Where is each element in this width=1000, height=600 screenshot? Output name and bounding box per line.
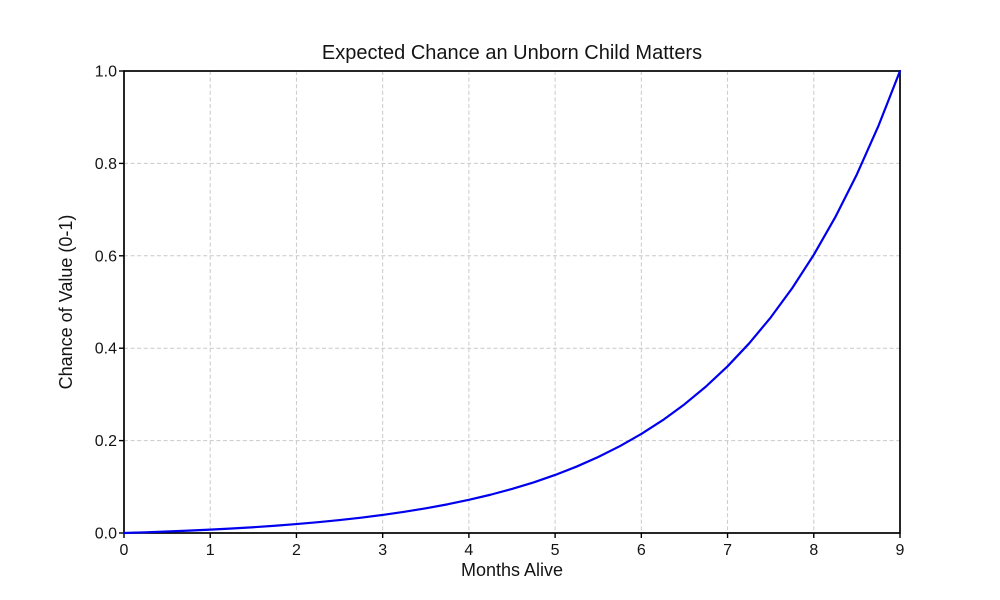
x-tick-label: 9 bbox=[896, 542, 905, 559]
x-tick-label: 0 bbox=[120, 542, 129, 559]
x-tick-label: 7 bbox=[723, 542, 732, 559]
x-tick-label: 8 bbox=[809, 542, 818, 559]
y-tick-label: 0.2 bbox=[95, 433, 117, 450]
x-tick-label: 5 bbox=[551, 542, 560, 559]
y-tick-label: 0.6 bbox=[95, 248, 117, 265]
y-tick-label: 0.0 bbox=[95, 526, 117, 543]
chart-title: Expected Chance an Unborn Child Matters bbox=[321, 42, 703, 64]
x-tick-label: 6 bbox=[637, 542, 646, 559]
y-tick-label: 1.0 bbox=[95, 64, 117, 81]
curve-line bbox=[122, 69, 902, 535]
y-tick-label: 0.8 bbox=[95, 156, 117, 173]
x-tick-label: 2 bbox=[292, 542, 301, 559]
y-tick-label: 0.4 bbox=[95, 341, 117, 358]
x-tick-label: 1 bbox=[206, 542, 215, 559]
x-tick-label: 3 bbox=[378, 542, 387, 559]
x-tick-label: 4 bbox=[464, 542, 473, 559]
x-axis-label: Months Alive bbox=[460, 560, 564, 580]
plot-frame bbox=[123, 70, 901, 534]
